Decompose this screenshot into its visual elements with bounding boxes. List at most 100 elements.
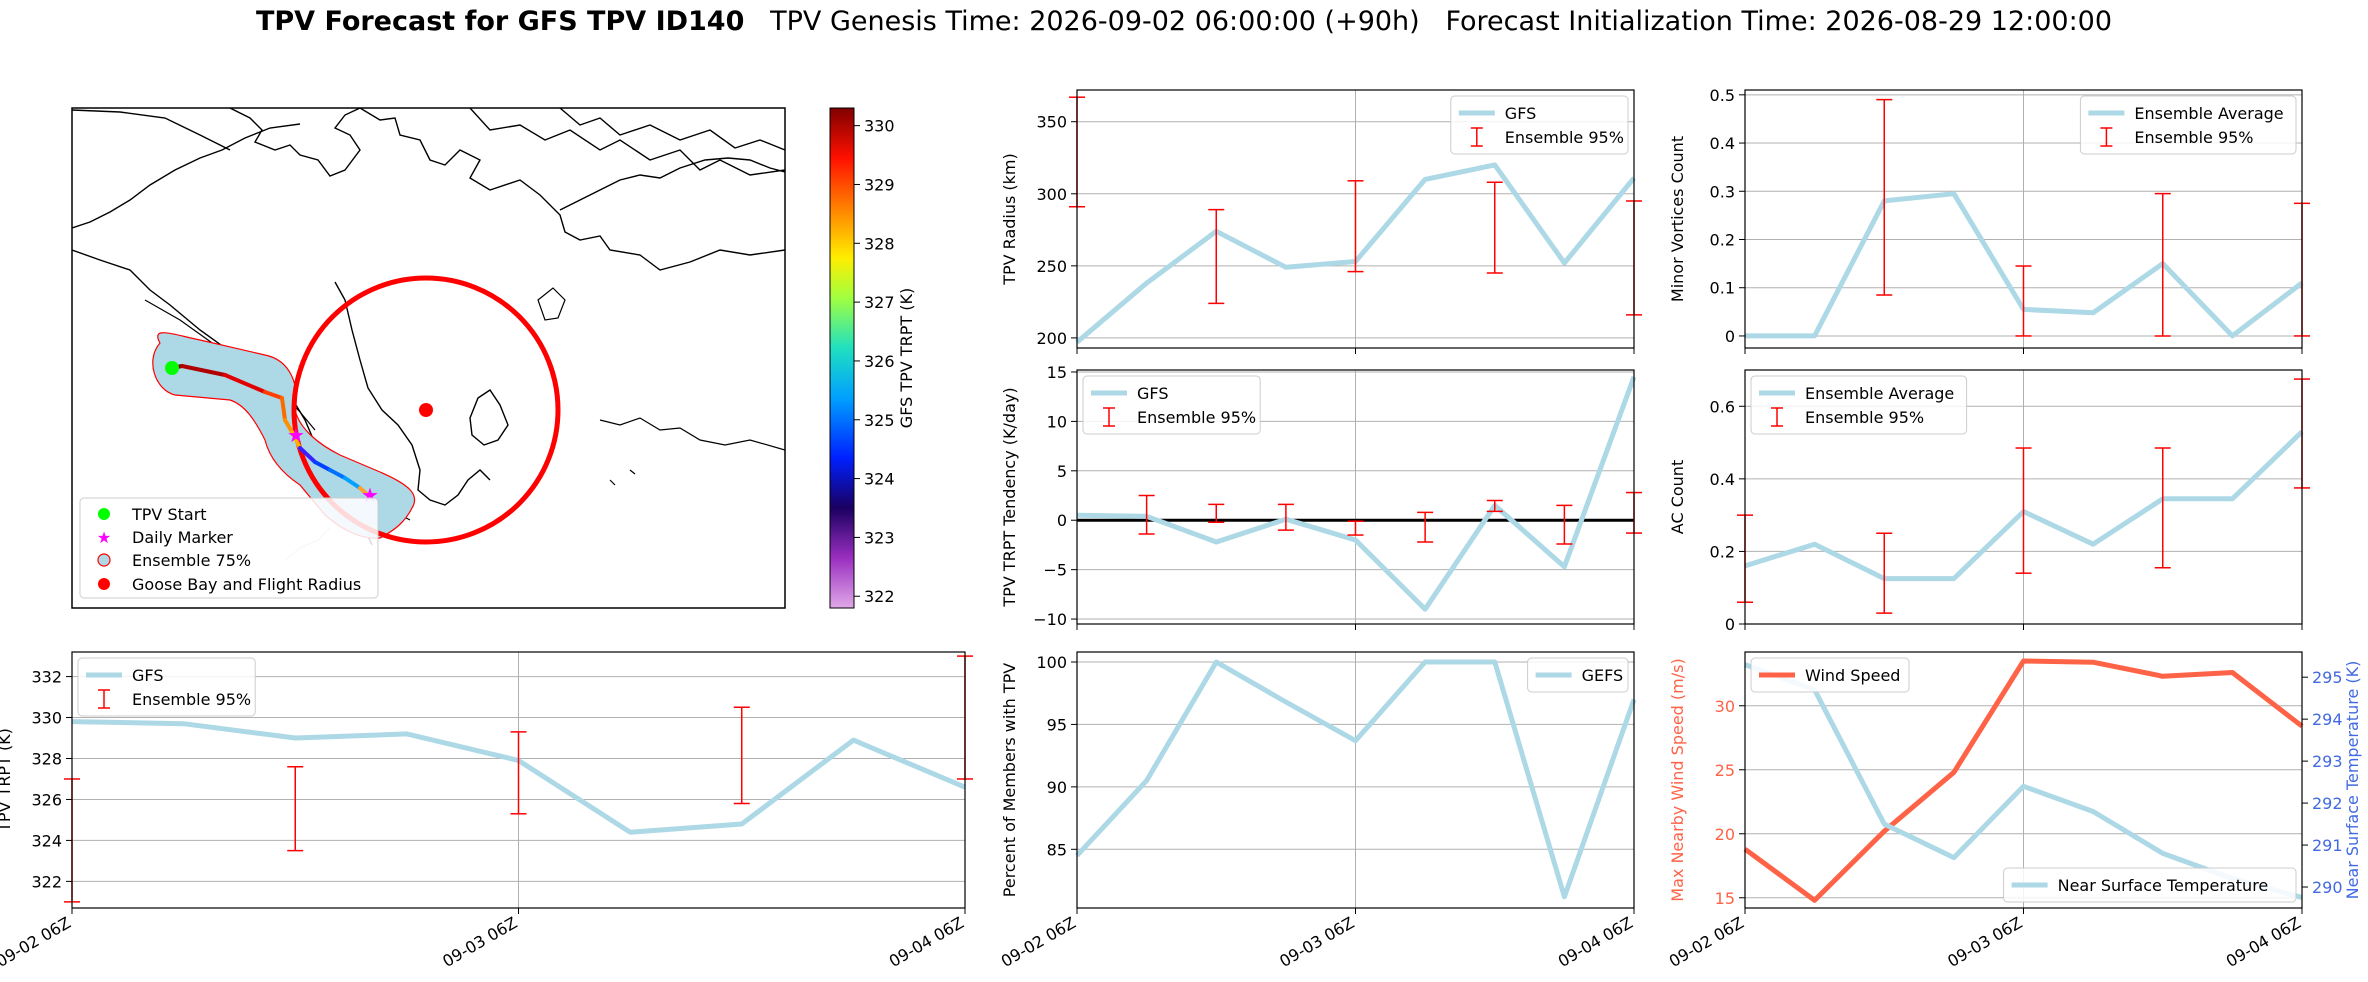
errorbar <box>1347 180 1364 273</box>
y-tick-label: 15 <box>1715 889 1735 908</box>
y-right-tick-label: 290 <box>2312 878 2343 897</box>
series-line-gfs <box>1076 376 1637 612</box>
legend-label: Ensemble 95% <box>2134 128 2253 147</box>
errorbar <box>1138 494 1155 535</box>
legend-box <box>1750 657 1910 693</box>
legend: Near Surface Temperature <box>2003 867 2297 903</box>
legend-box <box>2003 867 2297 903</box>
y-axis-label: Percent of Members with TPV <box>1000 663 1019 897</box>
x-tick-label: 09-03 06Z <box>439 913 520 971</box>
x-tick-label: 09-02 06Z <box>1666 913 1747 971</box>
legend-box <box>1450 95 1629 155</box>
legend-label: Ensemble Average <box>1805 384 1954 403</box>
legend: Wind Speed <box>1750 657 1910 693</box>
panel-trpt: 322 324 326 328 330 332 09-02 06Z 09-03 06Z 09-0… <box>0 651 973 971</box>
y-axis-label: TPV Radius (km) <box>1000 153 1019 286</box>
y-axis-label: Max Nearby Wind Speed (m/s) <box>1668 658 1687 901</box>
errorbar <box>733 706 750 805</box>
legend: GEFS <box>1527 657 1629 693</box>
y-tick-label: 0.4 <box>1710 470 1735 489</box>
errorbar <box>2015 265 2032 337</box>
x-tick-label: 09-04 06Z <box>1555 913 1636 971</box>
y-tick-label: 100 <box>1036 653 1067 672</box>
y-right-axis-label: Near Surface Temperature (K) <box>2343 661 2362 900</box>
y-tick-label: 10 <box>1047 412 1067 431</box>
y-tick-label: 200 <box>1036 329 1067 348</box>
errorbar <box>1486 499 1503 513</box>
panel-radius: 200 250 300 350 TPV Radius (km) GFS Ensemble 9… <box>1000 89 1642 354</box>
y-tick-label: 250 <box>1036 257 1067 276</box>
legend-label: GEFS <box>1582 666 1624 685</box>
y-tick-label: 85 <box>1047 840 1067 859</box>
y-tick-label: 25 <box>1715 761 1735 780</box>
legend: Ensemble Average Ensemble 95% <box>2079 95 2297 155</box>
legend: GFS Ensemble 95% <box>1450 95 1629 155</box>
y-tick-label: 30 <box>1715 697 1735 716</box>
errorbar <box>1556 504 1573 545</box>
y-tick-label: 15 <box>1047 363 1067 382</box>
y-tick-label: 0.2 <box>1710 230 1735 249</box>
legend-box <box>77 657 256 717</box>
y-right-tick-label: 291 <box>2312 836 2343 855</box>
y-tick-label: 95 <box>1047 715 1067 734</box>
errorbar <box>1208 208 1225 305</box>
y-right-tick-label: 294 <box>2312 710 2343 729</box>
y-tick-label: 328 <box>31 749 62 768</box>
legend: GFS Ensemble 95% <box>77 657 256 717</box>
errorbar <box>510 731 527 815</box>
y-tick-label: 5 <box>1057 462 1067 481</box>
x-tick-label: 09-04 06Z <box>2223 913 2304 971</box>
legend: Ensemble Average Ensemble 95% <box>1750 375 1968 435</box>
x-tick-label: 09-03 06Z <box>1944 913 2025 971</box>
y-tick-label: 0.4 <box>1710 134 1735 153</box>
x-tick-label: 09-02 06Z <box>0 913 74 971</box>
y-tick-label: 0.1 <box>1710 279 1735 298</box>
y-tick-label: −5 <box>1043 561 1067 580</box>
y-tick-label: 300 <box>1036 185 1067 204</box>
y-tick-label: 332 <box>31 668 62 687</box>
y-tick-label: 324 <box>31 831 62 850</box>
legend-label: Near Surface Temperature <box>2058 876 2269 895</box>
x-tick-label: 09-02 06Z <box>998 913 1079 971</box>
errorbar <box>1277 503 1294 531</box>
panel-members_pct: 85 90 95 100 09-02 06Z 09-03 06Z 09-04 06Z Perc… <box>998 651 1637 971</box>
legend-label: GFS <box>132 666 163 685</box>
errorbar <box>287 765 304 852</box>
y-tick-label: 0.5 <box>1710 86 1735 105</box>
y-axis-label: TPV TRPT (K) <box>0 728 14 833</box>
y-axis-label: Minor Vortices Count <box>1668 136 1687 302</box>
legend-label: Ensemble 95% <box>1137 408 1256 427</box>
errorbar <box>1417 511 1434 543</box>
errorbar <box>1876 98 1893 296</box>
legend: GFS Ensemble 95% <box>1082 375 1261 435</box>
y-axis-label: TPV TRPT Tendency (K/day) <box>1000 387 1019 607</box>
y-tick-label: 0 <box>1725 615 1735 634</box>
legend-box <box>2079 95 2297 155</box>
errorbar <box>2015 447 2032 574</box>
y-tick-label: 90 <box>1047 778 1067 797</box>
y-tick-label: 0.3 <box>1710 182 1735 201</box>
legend-box <box>1082 375 1261 435</box>
panel-minor_vortices: 0 0.1 0.2 0.3 0.4 0.5 Minor Vortices Count Ense… <box>1668 86 2310 354</box>
y-tick-label: 0 <box>1057 511 1067 530</box>
series-line-gefs <box>1075 659 1637 900</box>
legend-label: Ensemble 95% <box>1805 408 1924 427</box>
panel-tendency: −10 −5 0 5 10 15 TPV TRPT Tendency (K/day) GFS E… <box>1000 363 1642 630</box>
figure-title: TPV Forecast for GFS TPV ID140 TPV Genes… <box>0 6 2368 37</box>
y-tick-label: −10 <box>1033 610 1067 629</box>
panel-wind_temp: 15 20 25 30 09-02 06Z 09-03 06Z 09-04 06Z Max N… <box>1666 651 2362 971</box>
errorbar <box>2154 447 2171 569</box>
legend-label: Ensemble 95% <box>132 690 251 709</box>
errorbar <box>1876 532 1893 614</box>
y-tick-label: 330 <box>31 709 62 728</box>
y-tick-label: 350 <box>1036 113 1067 132</box>
y-right-tick-label: 292 <box>2312 794 2343 813</box>
legend-label: Ensemble Average <box>2134 104 2283 123</box>
y-right-tick-label: 293 <box>2312 752 2343 771</box>
legend-label: Wind Speed <box>1805 666 1900 685</box>
x-tick-label: 09-04 06Z <box>886 913 967 971</box>
figure-title-rest: TPV Genesis Time: 2026-09-02 06:00:00 (+… <box>744 6 2113 37</box>
